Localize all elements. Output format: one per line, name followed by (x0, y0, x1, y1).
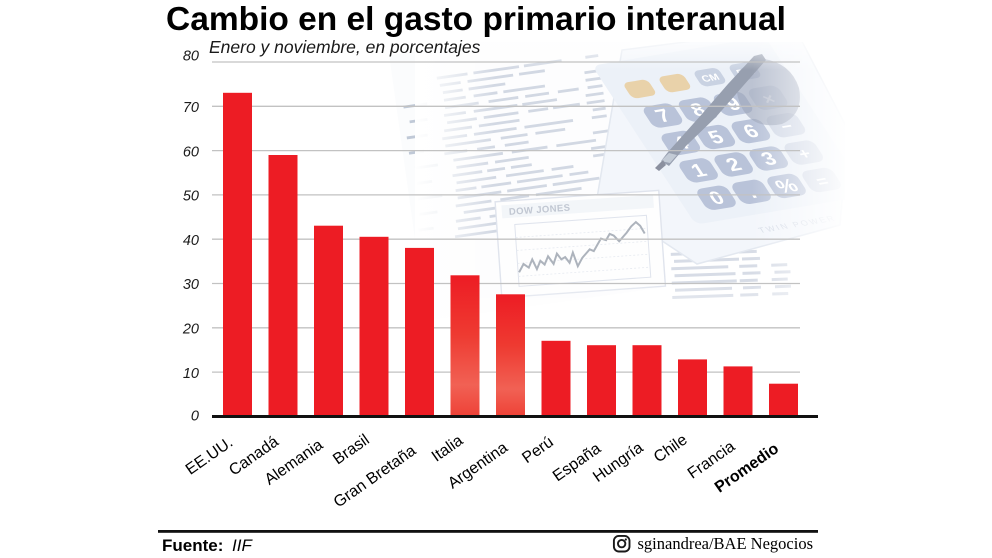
svg-text:30: 30 (183, 277, 199, 293)
svg-text:Italia: Italia (429, 432, 467, 465)
svg-text:EE.UU.: EE.UU. (183, 434, 236, 479)
svg-text:Cambio en el gasto primario in: Cambio en el gasto primario interanual (166, 1, 786, 38)
svg-text:Chile: Chile (651, 431, 691, 466)
svg-text:Enero y noviembre, en porcenta: Enero y noviembre, en porcentajes (209, 37, 481, 57)
svg-text:70: 70 (183, 100, 199, 116)
svg-text:20: 20 (182, 322, 199, 338)
svg-text:10: 10 (183, 366, 199, 382)
svg-text:60: 60 (183, 144, 199, 160)
svg-text:Brasil: Brasil (330, 431, 373, 468)
svg-text:50: 50 (183, 189, 199, 205)
svg-text:IIF: IIF (232, 536, 253, 555)
svg-text:0: 0 (191, 409, 199, 425)
svg-text:DOW JONES: DOW JONES (509, 203, 571, 218)
svg-text:40: 40 (183, 233, 199, 249)
svg-text:sginandrea/BAE Negocios: sginandrea/BAE Negocios (638, 534, 814, 553)
svg-text:80: 80 (183, 49, 199, 65)
svg-text:Perú: Perú (519, 434, 556, 467)
svg-text:Fuente:: Fuente: (162, 536, 223, 555)
svg-text:CM: CM (699, 72, 722, 85)
